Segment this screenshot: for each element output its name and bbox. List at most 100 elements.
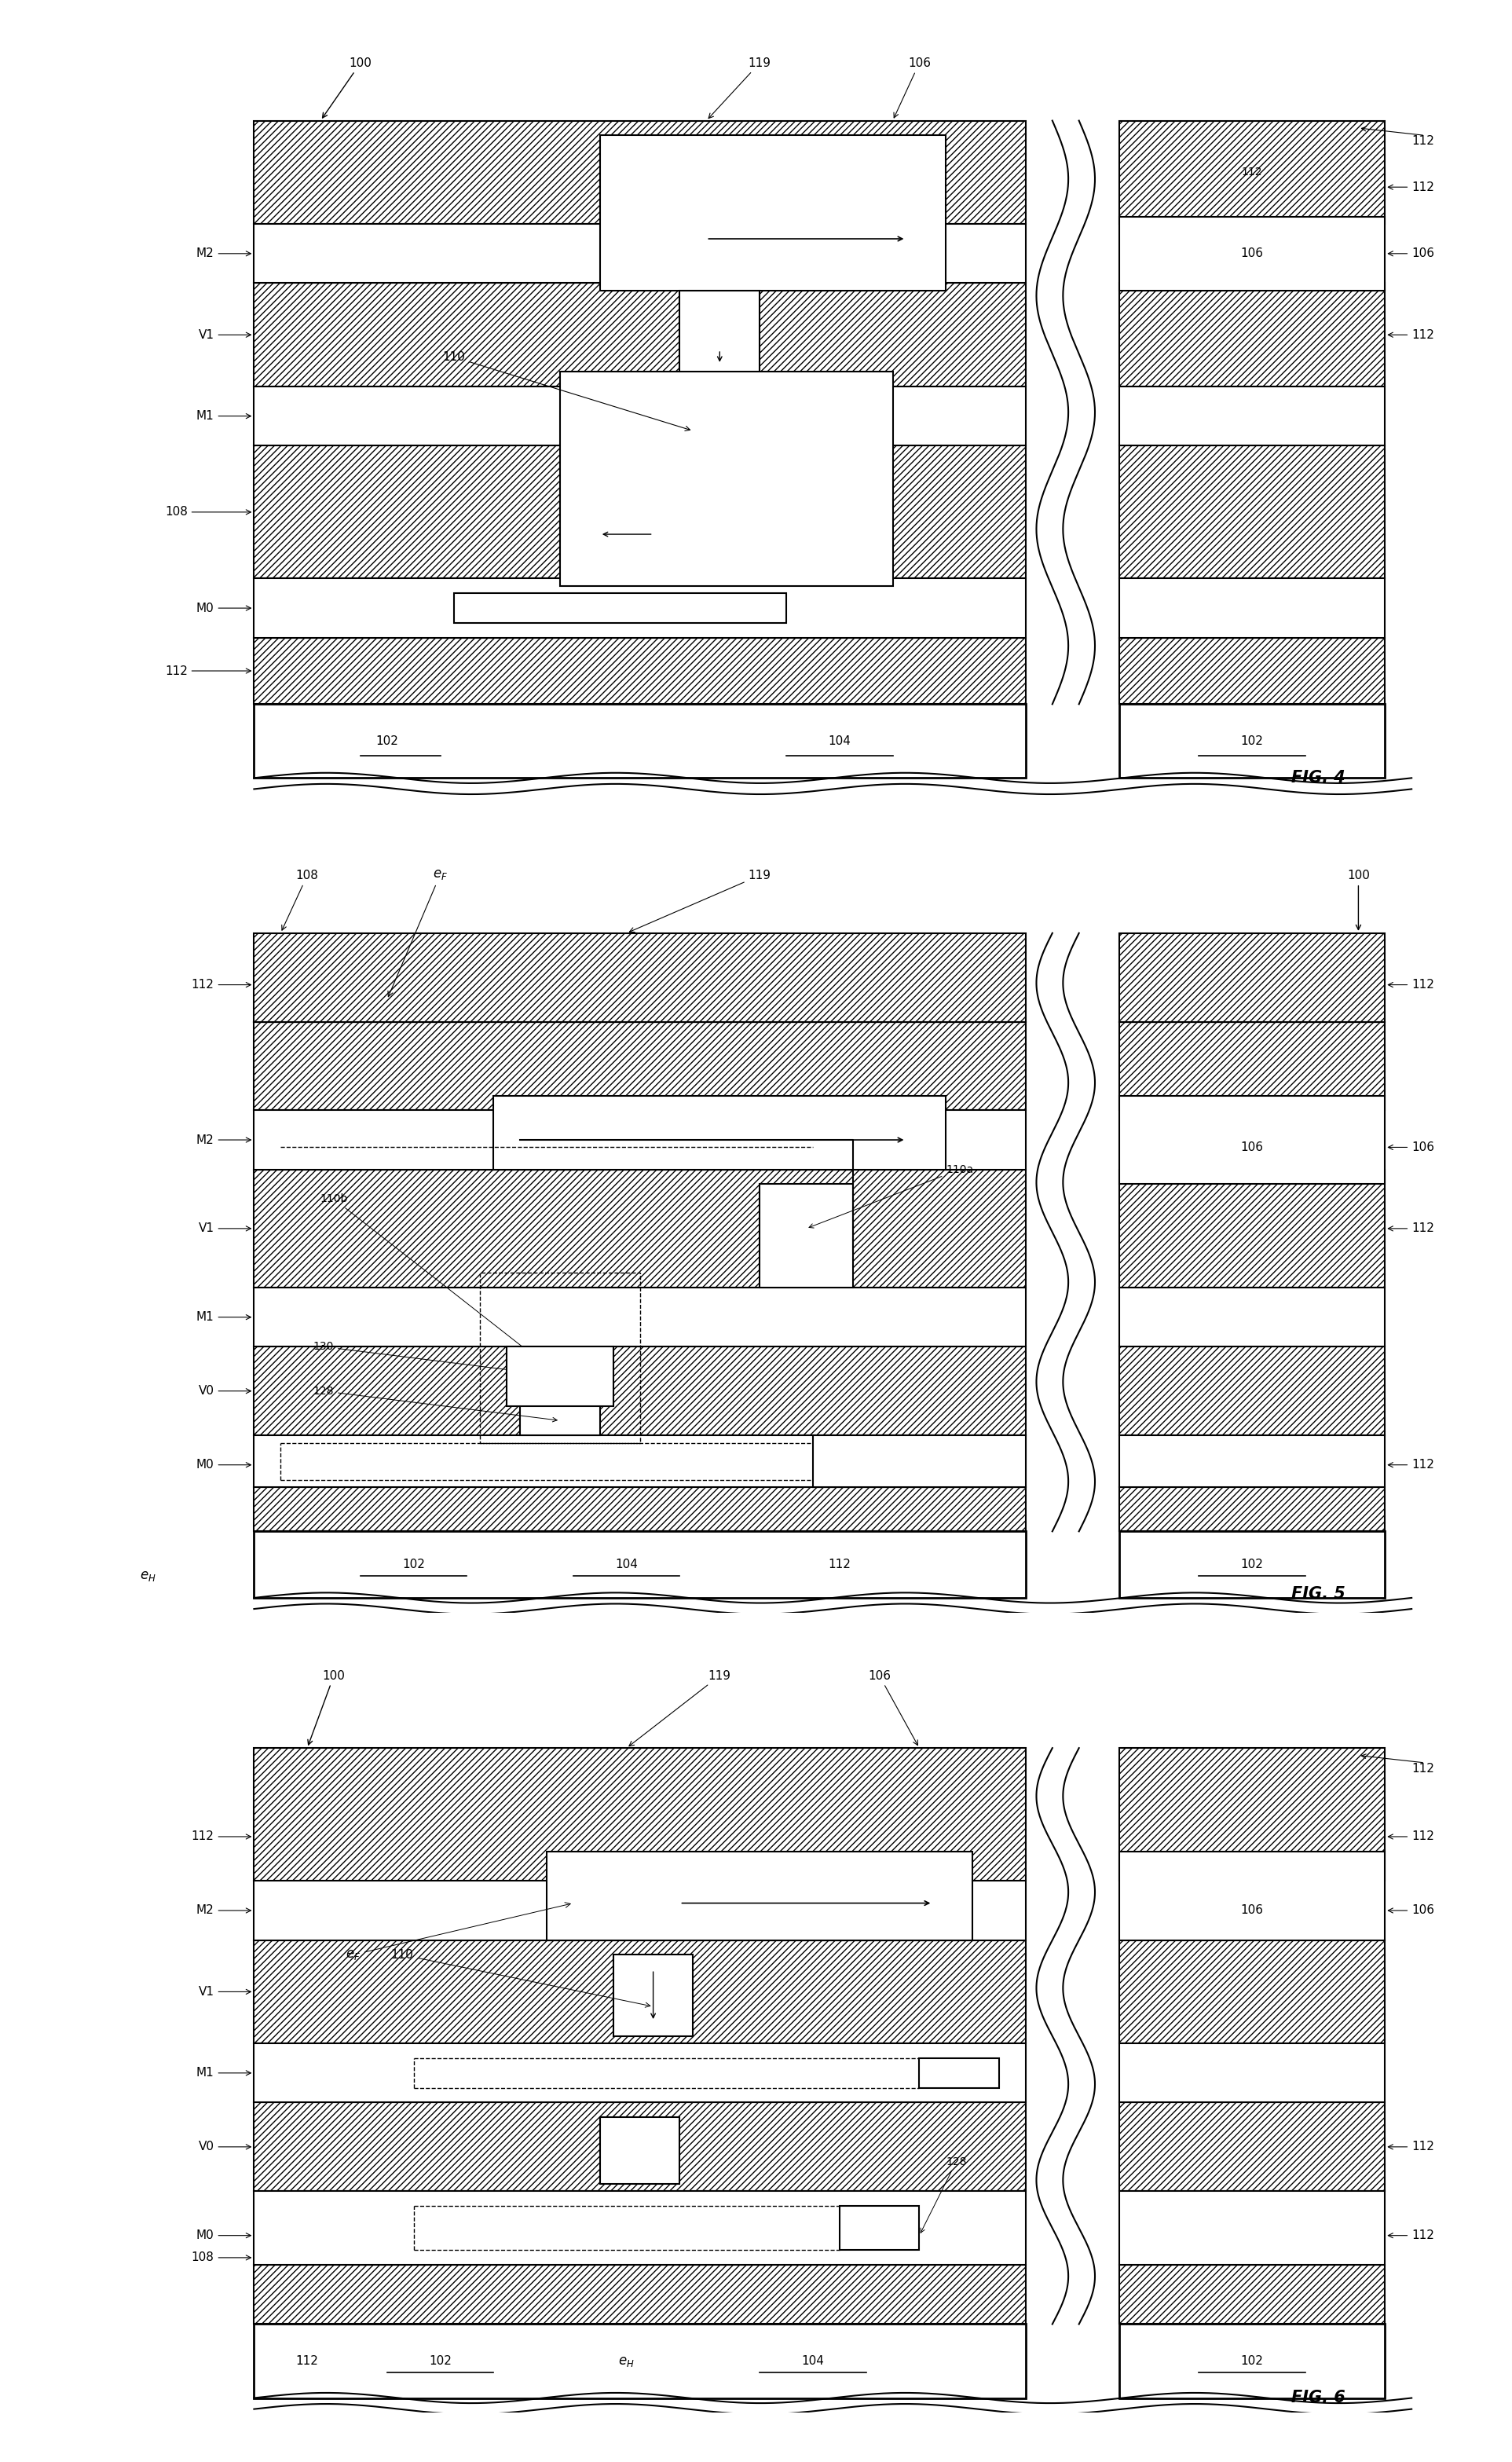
Bar	[1119, 638, 1385, 704]
Text: M0: M0	[197, 2231, 251, 2240]
Text: 112: 112	[296, 2356, 319, 2366]
Bar	[481, 1273, 640, 1443]
Text: 112: 112	[165, 665, 251, 677]
Text: 106: 106	[894, 57, 931, 118]
Text: 112: 112	[1388, 980, 1435, 990]
Text: 106: 106	[1388, 1906, 1435, 1915]
Text: 106: 106	[1388, 1142, 1435, 1152]
Text: V0: V0	[198, 2142, 251, 2152]
Text: V0: V0	[198, 1386, 251, 1396]
Text: V1: V1	[198, 330, 251, 340]
Bar	[600, 135, 947, 291]
Bar	[254, 446, 1025, 579]
Text: 130: 130	[313, 1342, 556, 1379]
Bar	[254, 121, 1025, 224]
Text: 102: 102	[429, 2356, 452, 2366]
Bar	[1119, 217, 1385, 291]
Bar	[1119, 1748, 1385, 1881]
Text: 112: 112	[829, 1558, 851, 1571]
Text: 106: 106	[1240, 1906, 1264, 1915]
Bar	[254, 2324, 1025, 2398]
Text: FIG. 5: FIG. 5	[1291, 1586, 1346, 1600]
Text: 128: 128	[921, 2157, 966, 2233]
Text: 112: 112	[1241, 167, 1263, 177]
Bar	[1119, 1851, 1385, 1940]
Text: 128: 128	[313, 1386, 556, 1423]
Bar	[1119, 704, 1385, 778]
Text: 110a: 110a	[809, 1165, 974, 1229]
Bar	[614, 1955, 692, 2036]
Text: $e_H$: $e_H$	[618, 2354, 635, 2368]
Bar	[254, 1022, 1025, 1110]
Text: 106: 106	[868, 1669, 918, 1746]
Text: 112: 112	[192, 1832, 251, 1842]
Bar	[254, 2043, 1025, 2103]
Bar	[507, 1347, 614, 1406]
Bar	[1119, 933, 1385, 1022]
Text: 108: 108	[192, 2253, 251, 2263]
Bar	[254, 1110, 1025, 1169]
Text: FIG. 6: FIG. 6	[1291, 2391, 1346, 2405]
Bar	[1119, 2324, 1385, 2398]
Text: 102: 102	[375, 736, 399, 746]
Bar	[454, 593, 786, 623]
Text: 112: 112	[1388, 2231, 1435, 2240]
Text: 112: 112	[1388, 2142, 1435, 2152]
Text: 112: 112	[1388, 1832, 1435, 1842]
Bar	[839, 2206, 919, 2250]
Bar	[254, 2191, 1025, 2265]
Text: 102: 102	[402, 1558, 425, 1571]
Text: $e_F$: $e_F$	[346, 1903, 570, 1962]
Text: 112: 112	[1388, 330, 1435, 340]
Bar	[1119, 1022, 1385, 1110]
Bar	[1119, 446, 1385, 579]
Bar	[254, 2103, 1025, 2191]
Bar	[254, 933, 1025, 1022]
Bar	[559, 372, 892, 586]
Text: 112: 112	[192, 980, 251, 990]
Bar	[1119, 2265, 1385, 2324]
Text: 108: 108	[165, 507, 251, 517]
Text: M2: M2	[197, 249, 251, 259]
Text: V1: V1	[198, 1224, 251, 1233]
Bar	[1119, 1531, 1385, 1598]
Text: M0: M0	[197, 1460, 251, 1470]
Text: 102: 102	[1240, 1558, 1264, 1571]
Text: 104: 104	[829, 736, 851, 746]
Bar	[1119, 1940, 1385, 2043]
Bar	[254, 1881, 1025, 1940]
Bar	[254, 1748, 1025, 1881]
Bar	[1119, 283, 1385, 387]
Text: FIG. 4: FIG. 4	[1291, 771, 1346, 785]
Bar	[919, 2058, 999, 2088]
Text: 102: 102	[1240, 2356, 1264, 2366]
Bar	[254, 638, 1025, 704]
Text: 119: 119	[709, 57, 771, 118]
Bar	[1119, 387, 1385, 446]
Bar	[680, 291, 759, 387]
Text: M1: M1	[197, 411, 251, 421]
Text: M1: M1	[197, 1312, 251, 1322]
Text: 112: 112	[1388, 1224, 1435, 1233]
Text: 100: 100	[308, 1669, 345, 1746]
Bar	[1119, 2103, 1385, 2191]
Bar	[1119, 2191, 1385, 2265]
Bar	[254, 579, 1025, 638]
Bar	[254, 704, 1025, 778]
Bar	[254, 1288, 1025, 1347]
Bar	[493, 1096, 947, 1169]
Text: 110: 110	[442, 352, 689, 431]
Text: 112: 112	[1412, 1763, 1435, 1775]
Bar	[1119, 2043, 1385, 2103]
Text: 112: 112	[1388, 182, 1435, 192]
Text: 104: 104	[615, 1558, 638, 1571]
Bar	[254, 1487, 1025, 1531]
Text: M0: M0	[197, 603, 251, 613]
Text: 100: 100	[1347, 869, 1370, 931]
Bar	[1119, 579, 1385, 638]
Bar	[254, 1169, 1025, 1288]
Bar	[759, 1184, 853, 1288]
Text: 119: 119	[629, 869, 771, 933]
Text: 112: 112	[1388, 1460, 1435, 1470]
Bar	[813, 1435, 1025, 1487]
